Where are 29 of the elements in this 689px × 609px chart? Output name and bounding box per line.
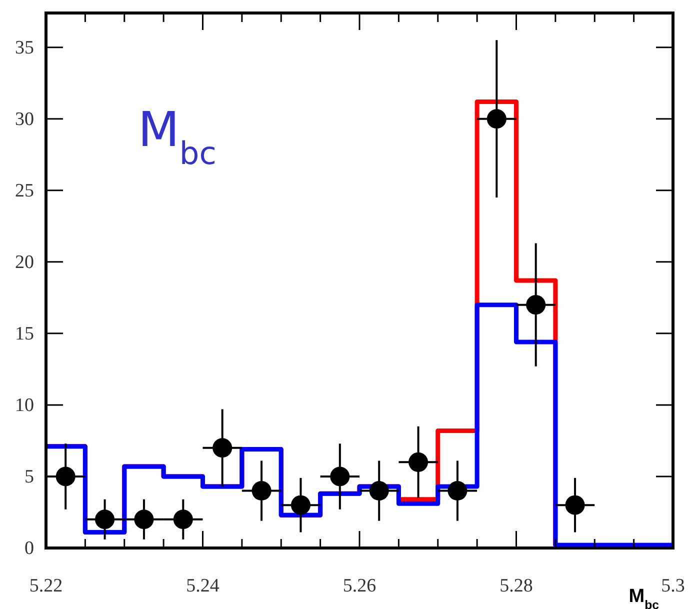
y-tick-label: 35 bbox=[15, 37, 34, 58]
point bbox=[212, 438, 232, 458]
point bbox=[526, 295, 546, 315]
point bbox=[95, 510, 115, 530]
point bbox=[448, 481, 468, 501]
x-tick-label: 5.28 bbox=[500, 575, 533, 596]
point bbox=[56, 466, 76, 486]
point bbox=[290, 495, 310, 515]
point bbox=[486, 109, 506, 129]
annotation: M$_{bc}$ bbox=[138, 102, 216, 172]
point bbox=[330, 466, 350, 486]
point bbox=[369, 481, 389, 501]
x-tick-label: 5.26 bbox=[342, 575, 376, 596]
y-tick-label: 30 bbox=[15, 108, 34, 130]
point bbox=[408, 452, 428, 472]
x-tick-label: 5.22 bbox=[29, 575, 63, 596]
y-tick-label: 5 bbox=[24, 466, 34, 488]
y-tick-label: 25 bbox=[15, 180, 34, 202]
x-tick-label: 5.24 bbox=[186, 575, 220, 596]
y-tick-label: 10 bbox=[15, 395, 34, 416]
y-tick-label: 0 bbox=[24, 538, 34, 560]
y-tick-label: 15 bbox=[15, 324, 34, 345]
point bbox=[252, 481, 272, 501]
point bbox=[134, 510, 154, 530]
point bbox=[565, 495, 585, 515]
y-tick-label: 20 bbox=[15, 252, 34, 273]
x-axis-title: M$_{bc}$ bbox=[628, 586, 660, 609]
point bbox=[173, 510, 193, 530]
x-tick-label: 5.3 bbox=[661, 575, 685, 596]
